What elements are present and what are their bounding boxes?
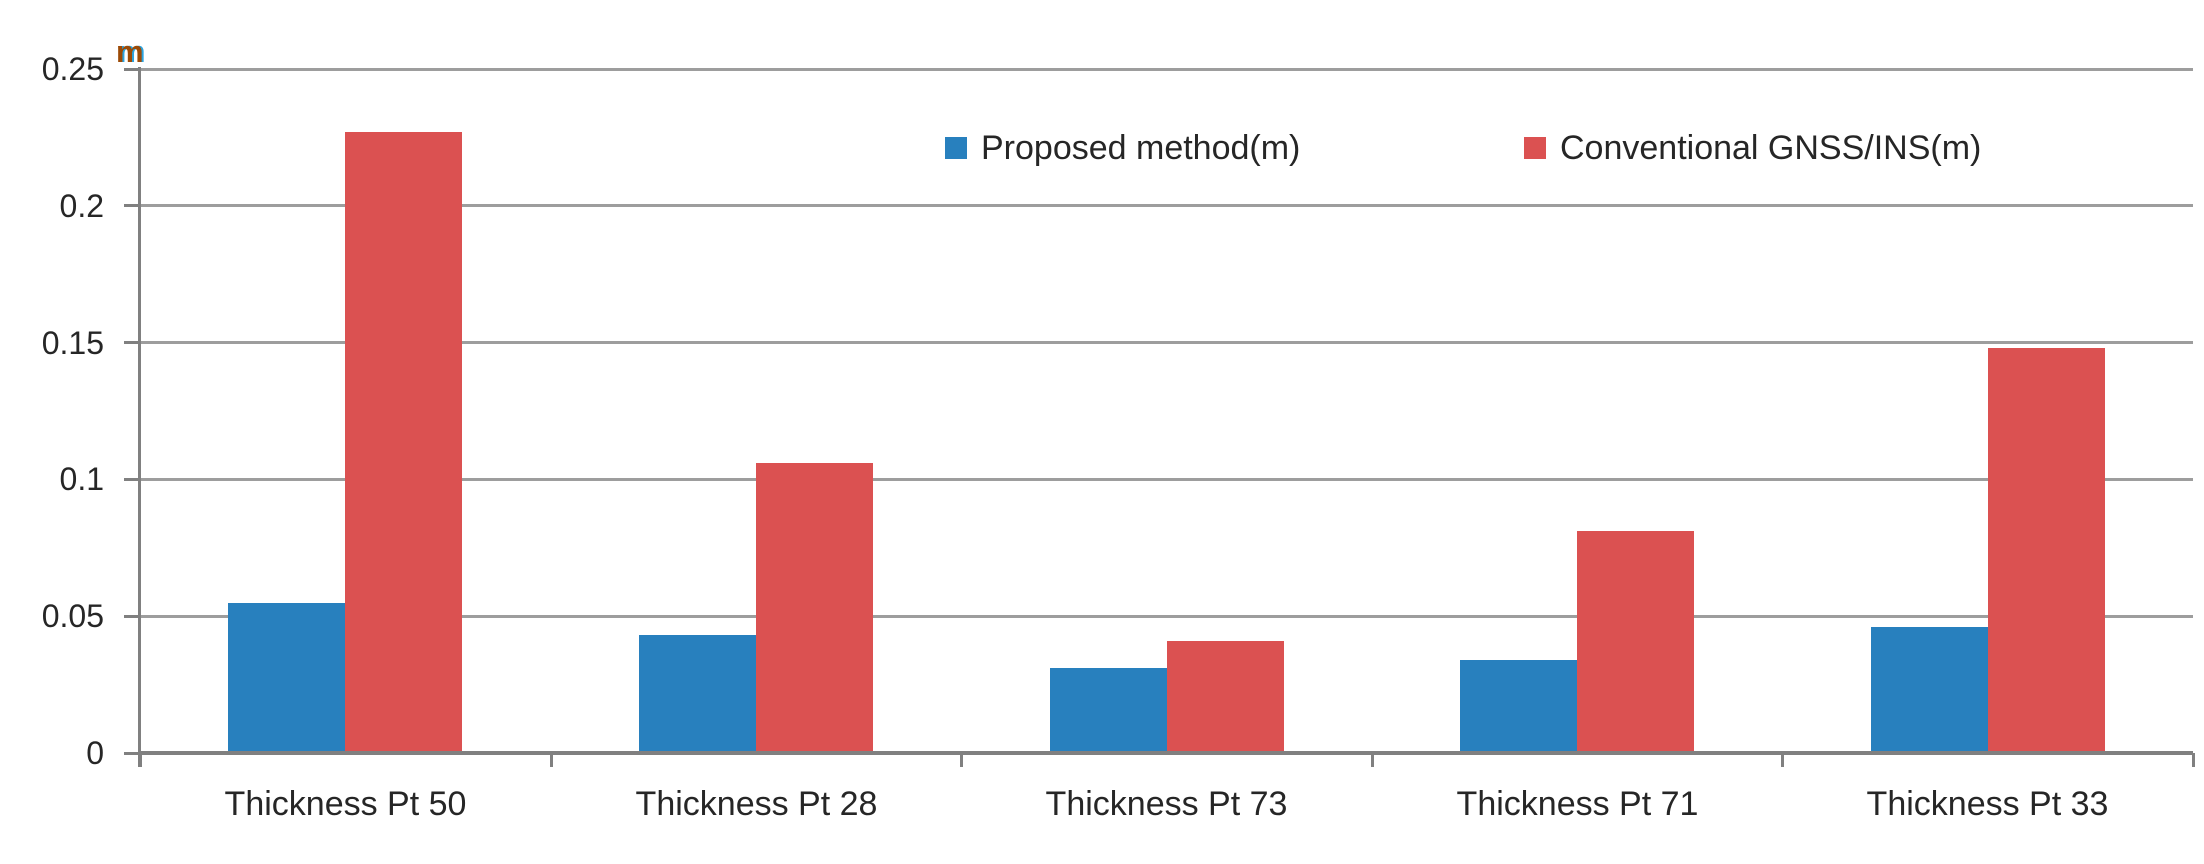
y-axis-label: 0.15 (41, 325, 104, 361)
y-axis-unit-label: m (116, 34, 144, 69)
gridline-0.1 (140, 478, 2193, 481)
x-axis-category-label: Thickness Pt 50 (224, 785, 467, 823)
gridline-0.25 (140, 68, 2193, 71)
bar-conventional-2 (756, 463, 873, 753)
bar-conventional-3 (1167, 641, 1284, 753)
y-axis-tick-0.05 (124, 615, 140, 618)
legend-swatch-red (1524, 137, 1546, 159)
legend-label: Conventional GNSS/INS(m) (1560, 128, 1982, 167)
gridline-0.15 (140, 341, 2193, 344)
y-axis-tick-0.15 (124, 341, 140, 344)
y-axis-tick-0.25 (124, 68, 140, 71)
y-axis-line (138, 67, 141, 767)
bar-proposed-4 (1460, 660, 1577, 753)
gridline-0.05 (140, 615, 2193, 618)
x-axis-line (140, 751, 2193, 755)
x-axis-tick-5 (2192, 753, 2195, 767)
gridline-0.2 (140, 204, 2193, 207)
bar-conventional-5 (1988, 348, 2105, 753)
legend-swatch-blue (945, 137, 967, 159)
y-axis-tick-0 (124, 752, 140, 755)
x-axis-tick-2 (960, 753, 963, 767)
x-axis-tick-4 (1781, 753, 1784, 767)
x-axis-tick-1 (550, 753, 553, 767)
legend-item-proposed-method: Proposed method(m) (945, 126, 1300, 170)
y-axis-label: 0.2 (59, 188, 104, 224)
bar-conventional-1 (345, 132, 462, 753)
y-axis-label: 0.25 (41, 51, 104, 87)
y-axis-label: 0.05 (41, 598, 104, 634)
x-axis-category-label: Thickness Pt 33 (1866, 785, 2109, 823)
x-axis-category-label: Thickness Pt 28 (635, 785, 878, 823)
bar-conventional-4 (1577, 531, 1694, 753)
legend-label: Proposed method(m) (981, 128, 1301, 167)
bar-proposed-2 (639, 635, 756, 753)
legend-item-conventional-gnss-ins: Conventional GNSS/INS(m) (1524, 126, 1981, 170)
bar-proposed-5 (1871, 627, 1988, 753)
bar-proposed-1 (228, 603, 345, 753)
x-axis-tick-0 (139, 753, 142, 767)
y-axis-tick-0.2 (124, 204, 140, 207)
x-axis-category-label: Thickness Pt 71 (1456, 785, 1699, 823)
y-axis-label: 0.1 (59, 461, 104, 497)
x-axis-category-label: Thickness Pt 73 (1045, 785, 1288, 823)
y-axis-label: 0 (86, 735, 104, 771)
x-axis-tick-3 (1371, 753, 1374, 767)
bar-proposed-3 (1050, 668, 1167, 753)
y-axis-tick-0.1 (124, 478, 140, 481)
